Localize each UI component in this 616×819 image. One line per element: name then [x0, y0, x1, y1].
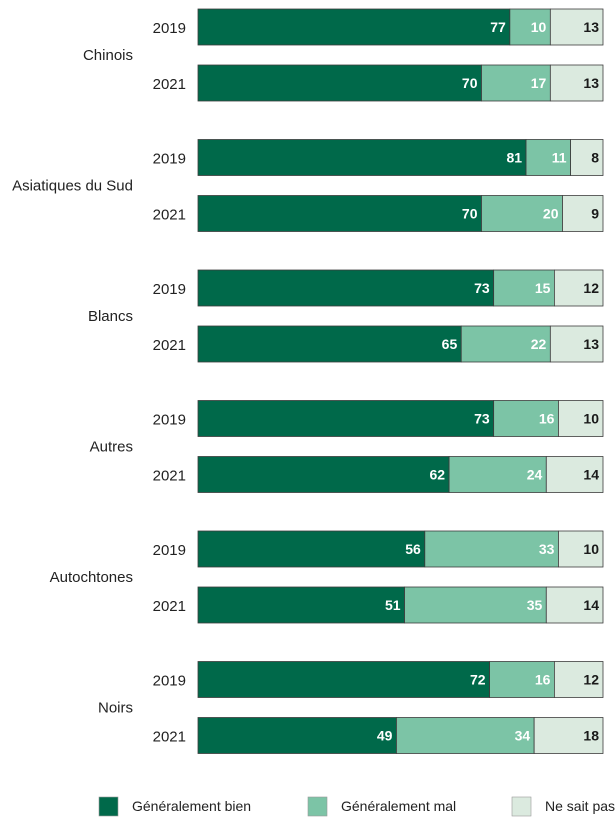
bar-segment: [558, 400, 604, 437]
bar-segment: [493, 400, 559, 437]
bars-layer: Chinois 2019 77 10 13 2021 70 17 13 Asiatiques du…: [12, 8, 604, 754]
data-label: 62: [430, 467, 446, 483]
legend-swatch: [307, 796, 328, 817]
data-label: 13: [583, 19, 599, 35]
bar-segment: [533, 717, 604, 754]
data-label: 12: [583, 672, 599, 688]
data-label: 35: [527, 597, 543, 613]
data-label: 72: [470, 672, 486, 688]
bar-segment: [197, 269, 495, 307]
data-label: 49: [377, 728, 393, 744]
year-label: 2019: [153, 281, 186, 298]
data-label: 12: [583, 280, 599, 296]
data-label: 10: [531, 19, 547, 35]
year-label: 2019: [153, 542, 186, 559]
year-label: 2019: [153, 151, 186, 168]
bar-segment: [197, 400, 495, 437]
bar-segment: [549, 325, 604, 363]
bar-segment: [554, 661, 604, 698]
legend-label: Ne sait pas: [545, 798, 615, 814]
bar-segment: [197, 586, 405, 624]
data-label: 65: [442, 336, 458, 352]
data-label: 13: [583, 75, 599, 91]
bar-segment: [197, 456, 450, 493]
data-label: 33: [539, 541, 555, 557]
legend: Généralement bien Généralement mal Ne sait…: [98, 796, 615, 817]
year-label: 2021: [153, 729, 186, 746]
bar-segment: [481, 195, 563, 232]
legend-swatch: [511, 796, 532, 817]
year-label: 2019: [153, 412, 186, 429]
data-label: 9: [591, 206, 599, 222]
bar-segment: [545, 456, 604, 493]
bar-segment: [197, 661, 491, 698]
bar-segment: [197, 64, 482, 102]
data-label: 14: [583, 467, 599, 483]
bar-segment: [197, 8, 511, 46]
data-label: 70: [462, 206, 478, 222]
data-label: 20: [543, 206, 559, 222]
data-label: 8: [591, 150, 599, 166]
data-label: 15: [535, 280, 551, 296]
data-label: 10: [583, 541, 599, 557]
bar-segment: [481, 64, 551, 102]
data-label: 73: [474, 411, 490, 427]
bar-segment: [562, 195, 604, 232]
bar-segment: [197, 325, 462, 363]
group-label: Blancs: [88, 308, 133, 325]
data-label: 16: [539, 411, 555, 427]
legend-label: Généralement bien: [132, 798, 251, 814]
bar-segment: [197, 139, 527, 176]
bar-segment: [493, 269, 555, 307]
data-label: 77: [490, 19, 506, 35]
data-label: 13: [583, 336, 599, 352]
data-label: 22: [531, 336, 547, 352]
year-label: 2021: [153, 207, 186, 224]
data-label: 24: [527, 467, 543, 483]
year-label: 2021: [153, 76, 186, 93]
group-label: Autochtones: [50, 569, 133, 586]
bar-segment: [509, 8, 551, 46]
data-label: 16: [535, 672, 551, 688]
data-label: 73: [474, 280, 490, 296]
data-label: 10: [583, 411, 599, 427]
group-label: Noirs: [98, 700, 133, 717]
bar-segment: [558, 530, 604, 568]
year-label: 2021: [153, 337, 186, 354]
bar-segment: [525, 139, 571, 176]
group-label: Chinois: [83, 47, 133, 64]
legend-swatch: [98, 796, 119, 817]
year-label: 2021: [153, 468, 186, 485]
bar-segment: [424, 530, 559, 568]
group-label: Asiatiques du Sud: [12, 178, 133, 195]
data-label: 34: [515, 728, 531, 744]
bar-segment: [554, 269, 604, 307]
data-label: 11: [552, 150, 567, 166]
year-label: 2019: [153, 20, 186, 37]
bar-segment: [489, 661, 555, 698]
bar-segment: [545, 586, 604, 624]
bar-segment: [197, 717, 397, 754]
data-label: 51: [385, 597, 401, 613]
data-label: 70: [462, 75, 478, 91]
bar-segment: [549, 64, 604, 102]
data-label: 18: [583, 728, 599, 744]
bar-segment: [197, 195, 482, 232]
bar-segment: [404, 586, 547, 624]
bar-segment: [396, 717, 535, 754]
bar-segment: [549, 8, 604, 46]
year-label: 2021: [153, 598, 186, 615]
group-label: Autres: [90, 439, 133, 456]
year-label: 2019: [153, 673, 186, 690]
data-label: 14: [583, 597, 599, 613]
bar-segment: [197, 530, 426, 568]
bar-segment: [570, 139, 604, 176]
data-label: 56: [405, 541, 421, 557]
data-label: 17: [531, 75, 547, 91]
data-label: 81: [506, 150, 522, 166]
legend-label: Généralement mal: [341, 798, 456, 814]
